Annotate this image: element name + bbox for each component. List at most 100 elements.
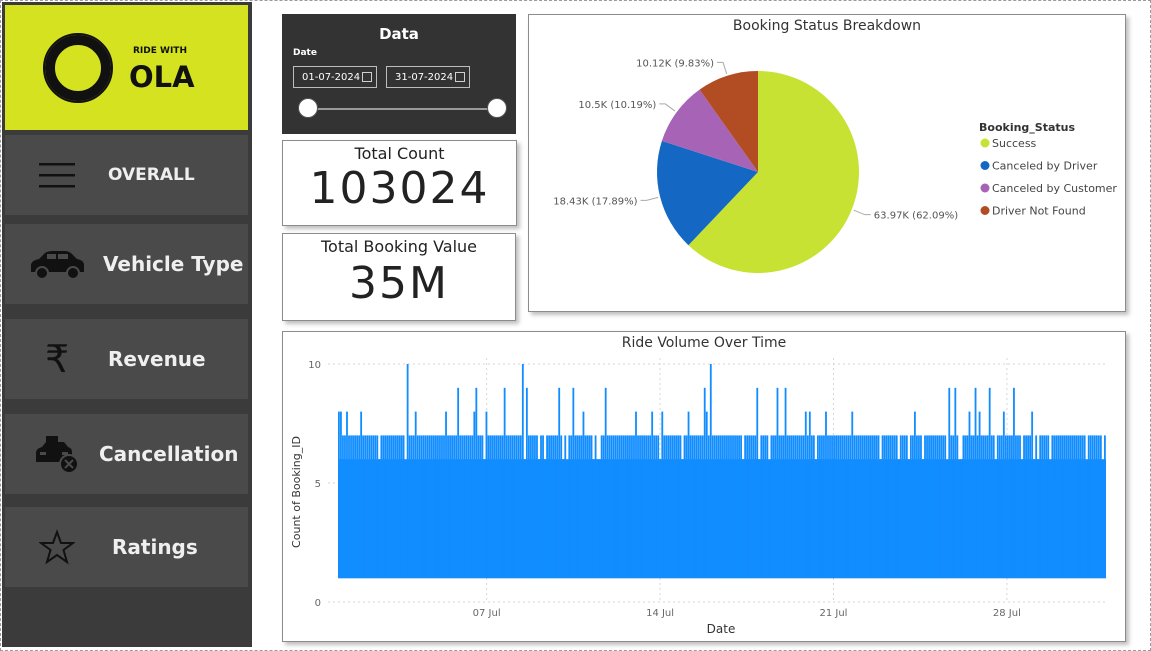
- nav-item-ratings[interactable]: Ratings: [5, 507, 248, 587]
- ride-volume-bar[interactable]: [1023, 435, 1025, 579]
- ride-volume-bar[interactable]: [976, 435, 979, 579]
- ride-volume-bar[interactable]: [584, 435, 587, 579]
- ride-volume-bar[interactable]: [527, 435, 530, 579]
- ride-volume-bar[interactable]: [1013, 387, 1015, 579]
- ride-volume-bar[interactable]: [895, 435, 898, 579]
- ride-volume-bar[interactable]: [819, 435, 821, 579]
- legend-item-success[interactable]: Success: [980, 137, 1037, 150]
- ride-volume-bar[interactable]: [525, 387, 528, 579]
- ride-volume-bar[interactable]: [647, 435, 650, 579]
- ride-volume-bar[interactable]: [562, 459, 565, 579]
- ride-volume-bar[interactable]: [627, 435, 629, 579]
- ride-volume-bar[interactable]: [687, 411, 690, 579]
- ride-volume-bar[interactable]: [655, 435, 658, 579]
- ride-volume-bar[interactable]: [594, 435, 597, 579]
- ride-volume-bar[interactable]: [544, 459, 546, 579]
- ride-volume-bar[interactable]: [469, 435, 472, 579]
- ride-volume-bar[interactable]: [934, 435, 937, 579]
- ride-volume-bar[interactable]: [404, 483, 407, 579]
- ride-volume-bar[interactable]: [1061, 435, 1064, 579]
- ride-volume-bar[interactable]: [350, 435, 352, 579]
- ride-volume-bar[interactable]: [816, 435, 819, 579]
- ride-volume-bar[interactable]: [893, 435, 896, 579]
- ride-volume-bar[interactable]: [489, 435, 492, 579]
- ride-volume-bar[interactable]: [994, 459, 997, 579]
- ride-volume-bar[interactable]: [810, 435, 813, 579]
- ride-volume-bar[interactable]: [1000, 435, 1003, 579]
- ride-volume-bar[interactable]: [1059, 435, 1062, 579]
- ride-volume-bar[interactable]: [485, 411, 488, 579]
- ride-volume-bar[interactable]: [861, 435, 864, 579]
- ride-volume-bar[interactable]: [430, 435, 433, 579]
- ride-volume-bar[interactable]: [774, 435, 777, 579]
- ride-volume-bar[interactable]: [1015, 435, 1017, 579]
- ride-volume-bar[interactable]: [1004, 435, 1007, 579]
- ride-volume-bar[interactable]: [907, 459, 910, 579]
- ride-volume-bar[interactable]: [390, 435, 393, 579]
- ride-volume-bar[interactable]: [406, 364, 409, 579]
- ride-volume-bar[interactable]: [558, 387, 561, 579]
- ride-volume-bar[interactable]: [412, 435, 415, 579]
- ride-volume-bar[interactable]: [920, 435, 922, 579]
- ride-volume-bar[interactable]: [841, 435, 844, 579]
- calendar-icon[interactable]: [362, 72, 372, 82]
- ride-volume-bar[interactable]: [366, 435, 369, 579]
- ride-volume-bar[interactable]: [889, 435, 892, 579]
- ride-volume-bar[interactable]: [1091, 435, 1094, 579]
- legend-item-driver-not-found[interactable]: Driver Not Found: [980, 205, 1086, 218]
- ride-volume-bar[interactable]: [653, 435, 656, 579]
- ride-volume-bar[interactable]: [501, 435, 504, 579]
- ride-volume-bar[interactable]: [962, 435, 965, 579]
- ride-volume-bar[interactable]: [750, 435, 753, 579]
- ride-volume-bar[interactable]: [344, 435, 346, 579]
- ride-volume-bar[interactable]: [1081, 435, 1084, 579]
- ride-volume-bar[interactable]: [968, 411, 971, 579]
- ride-volume-bar[interactable]: [705, 411, 708, 579]
- ride-volume-bar[interactable]: [657, 435, 660, 579]
- ride-volume-bar[interactable]: [505, 435, 508, 579]
- ride-volume-bar[interactable]: [734, 435, 736, 579]
- ride-volume-bar[interactable]: [352, 435, 354, 579]
- ride-volume-bar[interactable]: [722, 435, 724, 579]
- ride-volume-bar[interactable]: [418, 435, 421, 579]
- ride-volume-bar[interactable]: [766, 435, 769, 579]
- ride-volume-bar[interactable]: [556, 435, 559, 579]
- ride-volume-bar[interactable]: [903, 435, 906, 579]
- ride-volume-bar[interactable]: [548, 435, 551, 579]
- ride-volume-bar[interactable]: [441, 435, 443, 579]
- ride-volume-bar[interactable]: [521, 364, 524, 579]
- ride-volume-bar[interactable]: [950, 435, 953, 579]
- nav-item-overall[interactable]: OVERALL: [5, 135, 248, 215]
- ride-volume-bar[interactable]: [691, 435, 694, 579]
- ride-volume-bar[interactable]: [612, 435, 615, 579]
- ride-volume-bar[interactable]: [701, 435, 704, 579]
- ride-volume-bar[interactable]: [362, 435, 365, 579]
- ride-volume-bar[interactable]: [663, 435, 666, 579]
- ride-volume-bar[interactable]: [1063, 435, 1066, 579]
- ride-volume-bar[interactable]: [439, 435, 441, 579]
- ride-volume-bar[interactable]: [473, 411, 476, 579]
- legend-item-canceled-by-customer[interactable]: Canceled by Customer: [980, 182, 1118, 195]
- ride-volume-bar[interactable]: [839, 435, 842, 579]
- ride-volume-bar[interactable]: [564, 435, 567, 579]
- ride-volume-bar[interactable]: [932, 435, 935, 579]
- ride-volume-bar[interactable]: [936, 435, 939, 579]
- ride-volume-bar[interactable]: [794, 435, 797, 579]
- ride-volume-bar[interactable]: [946, 483, 949, 579]
- ride-volume-bar[interactable]: [471, 435, 474, 579]
- ride-volume-bar[interactable]: [394, 435, 397, 579]
- ride-volume-bar[interactable]: [883, 435, 886, 579]
- ride-volume-bar[interactable]: [984, 435, 987, 579]
- ride-volume-bar[interactable]: [669, 435, 672, 579]
- ride-volume-bar[interactable]: [590, 435, 593, 579]
- pie-slice-success[interactable]: [688, 71, 859, 273]
- ride-volume-bar[interactable]: [719, 435, 722, 579]
- ride-volume-bar[interactable]: [798, 435, 801, 579]
- ride-volume-bar[interactable]: [643, 435, 645, 579]
- ride-volume-bar[interactable]: [1011, 435, 1013, 579]
- ride-volume-bar[interactable]: [540, 435, 542, 579]
- ride-volume-bar[interactable]: [879, 459, 882, 579]
- ride-volume-bar[interactable]: [752, 435, 755, 579]
- ride-volume-bar[interactable]: [849, 435, 852, 579]
- ride-volume-bar[interactable]: [756, 387, 759, 579]
